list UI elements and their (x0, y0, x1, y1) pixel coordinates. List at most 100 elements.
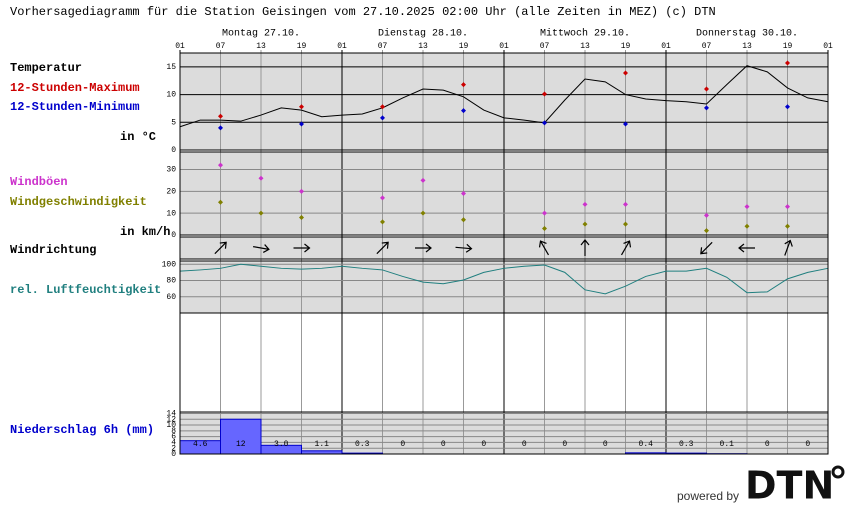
y-tick-label: 2 (171, 444, 176, 453)
y-tick-label: 15 (166, 63, 176, 72)
precip-label: 1.1 (315, 440, 330, 449)
hour-label: 13 (580, 42, 590, 51)
y-tick-label: 10 (166, 209, 176, 218)
panel-label: Niederschlag 6h (mm) (10, 423, 154, 437)
wind-arrow (784, 239, 793, 256)
precip-label: 0 (805, 440, 810, 449)
day-label: Dienstag 28.10. (378, 28, 468, 40)
marker (218, 125, 223, 131)
marker (461, 217, 466, 223)
hour-label: 19 (459, 42, 469, 51)
marker (623, 70, 628, 76)
marker (461, 82, 466, 88)
title: Vorhersagediagramm für die Station Geisi… (10, 5, 716, 19)
y-tick-label: 14 (166, 410, 176, 419)
precip-label: 0.4 (639, 440, 654, 449)
precip-bar (220, 418, 262, 455)
marker (258, 210, 264, 216)
unit-label: in km/h (120, 225, 170, 239)
marker (623, 221, 628, 227)
y-tick-label: 60 (166, 293, 176, 302)
hour-label: 19 (297, 42, 307, 51)
marker (299, 188, 304, 194)
marker (704, 86, 709, 92)
wind-arrow (376, 241, 389, 255)
precip-label: 0 (562, 440, 567, 449)
marker (218, 113, 223, 119)
precip-label: 0.3 (679, 440, 694, 449)
y-tick-label: 0 (171, 231, 176, 240)
series-label: Temperatur (10, 61, 82, 75)
panel-label: Windrichtung (10, 243, 96, 257)
marker (299, 104, 304, 110)
y-tick-label: 4 (171, 439, 176, 448)
y-tick-label: 8 (171, 427, 176, 436)
marker (785, 60, 790, 66)
hour-label: 01 (823, 42, 833, 51)
hour-label: 01 (337, 42, 347, 51)
marker (542, 210, 547, 216)
marker (582, 221, 588, 227)
wind-arrow (455, 243, 473, 253)
y-tick-label: 0 (171, 450, 176, 459)
precip-label: 0 (522, 440, 527, 449)
y-tick-label: 6 (171, 433, 176, 442)
y-tick-label: 10 (166, 91, 176, 100)
series-line (179, 263, 829, 295)
marker (461, 191, 466, 196)
hour-label: 13 (256, 42, 266, 51)
y-tick-label: 12 (166, 415, 176, 424)
marker (420, 177, 426, 183)
marker (218, 199, 223, 205)
y-tick-label: 30 (166, 166, 176, 175)
marker (785, 104, 790, 110)
wind-arrow (253, 244, 270, 253)
logo-dot (831, 465, 845, 479)
marker (704, 105, 709, 111)
marker (623, 121, 628, 127)
precip-label: 0 (481, 440, 486, 449)
hour-label: 13 (742, 42, 752, 51)
y-tick-label: 5 (171, 118, 176, 127)
marker (542, 120, 547, 126)
day-label: Montag 27.10. (222, 29, 300, 40)
series-label: rel. Luftfeuchtigkeit (10, 283, 161, 297)
marker (785, 223, 790, 229)
marker (380, 104, 385, 110)
y-tick-label: 100 (162, 260, 177, 269)
panel-border (179, 236, 829, 260)
hour-label: 07 (216, 42, 226, 51)
wind-arrow (214, 241, 227, 255)
unit-label: in °C (120, 130, 156, 144)
y-tick-label: 10 (166, 421, 176, 430)
hour-label: 07 (378, 42, 388, 51)
marker (258, 175, 264, 181)
marker (744, 204, 750, 210)
precip-label: 0.1 (720, 440, 735, 449)
hour-label: 19 (621, 42, 631, 51)
panel-border (179, 52, 829, 151)
series-label: Windgeschwindigkeit (10, 195, 147, 209)
series-line (179, 65, 829, 128)
hour-label: 07 (702, 42, 712, 51)
series-label: 12-Stunden-Minimum (10, 100, 140, 114)
wind-arrow (580, 239, 590, 256)
wind-arrow (738, 243, 755, 253)
wind-arrow (700, 241, 713, 255)
marker (785, 204, 790, 210)
panel-border (179, 151, 829, 236)
marker (380, 115, 385, 121)
marker (380, 195, 385, 201)
marker (704, 228, 709, 234)
wind-arrow (538, 240, 550, 256)
marker (299, 215, 304, 221)
wind-arrow (415, 243, 432, 253)
day-label: Mittwoch 29.10. (540, 28, 630, 40)
precip-label: 12 (236, 440, 246, 449)
hour-label: 13 (418, 42, 428, 51)
marker (542, 225, 547, 231)
precip-label: 4.6 (193, 440, 208, 449)
marker (542, 91, 547, 97)
